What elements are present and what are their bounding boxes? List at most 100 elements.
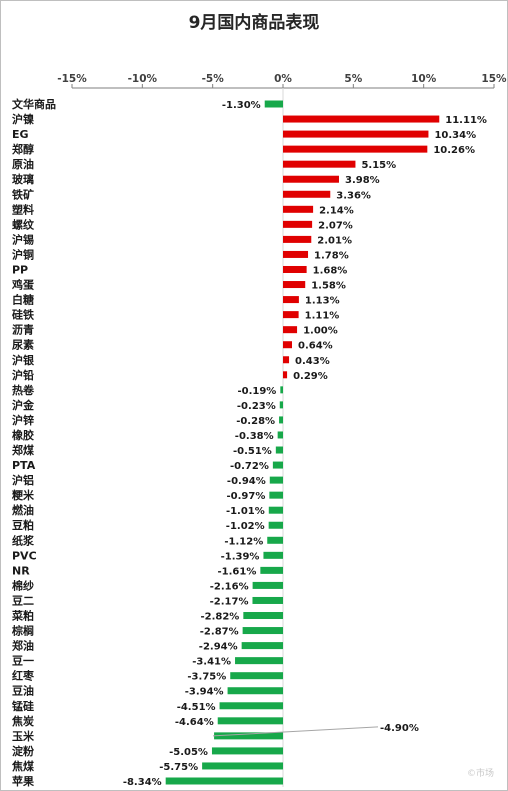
data-label: -0.38% [235,431,274,442]
bar [227,687,283,695]
bar [269,491,283,499]
bar [283,145,428,153]
data-label: -3.94% [185,687,224,698]
bar [283,265,307,273]
data-label: -1.12% [224,536,263,547]
bar [283,371,288,379]
bar [235,657,283,665]
data-label: -0.72% [230,461,269,472]
data-label: 0.29% [293,371,328,382]
category-label: PVC [12,549,37,562]
category-label: 沪铝 [12,473,34,487]
category-label: 郑煤 [12,443,35,457]
category-label: 沪铜 [12,247,34,261]
data-label: -8.34% [123,777,162,788]
data-label: 5.15% [361,160,396,171]
data-label: 0.64% [298,341,333,352]
bar [269,476,283,484]
data-label: -1.01% [226,506,265,517]
category-label: 原油 [12,157,34,171]
bar [283,175,339,183]
data-label: 0.43% [295,356,330,367]
data-label: 3.36% [336,190,371,201]
category-label: 沪金 [12,398,35,412]
category-label: 棉纱 [12,578,34,592]
data-label: -2.82% [200,612,239,623]
bar [268,506,283,514]
chart-title: 9月国内商品表现 [188,13,320,33]
bar [279,401,283,409]
category-label: PP [12,263,28,276]
category-label: 沪锡 [12,232,34,246]
category-label: 焦煤 [11,759,35,773]
bar [283,160,356,168]
bar [230,672,283,680]
category-label: 沪锌 [12,413,34,427]
data-label: -3.41% [192,657,231,668]
category-label: 锰硅 [12,699,34,713]
bar [267,536,283,544]
category-label: 白糖 [12,293,34,307]
x-axis-tick-label: 0% [274,73,292,85]
data-label: -1.30% [222,100,261,111]
category-label: 郑油 [12,639,34,653]
bar [283,205,314,213]
category-label: 鸡蛋 [11,278,35,292]
bar [252,596,283,604]
category-label: 豆一 [12,655,34,668]
bar [252,581,283,589]
data-label: -2.17% [210,596,249,607]
bar [260,566,283,574]
category-label: 菜粕 [11,609,34,623]
data-label: 1.78% [314,250,349,261]
category-label: 豆油 [12,684,34,698]
x-axis-tick-label: 15% [481,73,507,85]
data-label: -5.75% [159,762,198,773]
category-label: 文华商品 [12,97,56,111]
category-label: EG [12,128,29,141]
data-label: 10.34% [434,130,476,141]
data-label: -4.90% [380,723,419,734]
category-label: 玻璃 [12,172,34,186]
bar [277,431,283,439]
category-label: 焦炭 [11,714,34,728]
data-label: -0.28% [236,416,275,427]
bar [211,747,283,755]
data-label: 1.00% [303,326,338,337]
bar [268,521,283,529]
data-label: 2.01% [317,235,352,246]
data-label: -1.61% [218,566,257,577]
category-label: 尿素 [12,338,34,352]
data-label: -2.87% [200,627,239,638]
bar [283,326,298,334]
category-label: 沪铅 [12,368,34,382]
bar [283,281,306,289]
bar [283,115,440,123]
data-label: -4.51% [177,702,216,713]
bar [263,551,283,559]
category-label: 橡胶 [12,428,34,442]
bar [264,100,283,108]
bar [242,627,283,635]
category-label: 苹果 [12,774,34,788]
category-label: 豆粕 [12,518,34,532]
watermark: ©市场 [466,769,494,779]
category-label: 棕榈 [11,624,34,638]
bar [283,356,290,364]
bar [283,220,313,228]
data-label: 2.14% [319,205,354,216]
bar [283,130,429,138]
x-axis-tick-label: -15% [57,73,87,85]
data-label: -0.51% [233,446,272,457]
x-axis-tick-label: -10% [128,73,158,85]
data-label: -0.94% [227,476,266,487]
bar [219,702,283,710]
bar [283,311,299,319]
bar [202,762,283,770]
category-label: 郑醇 [12,142,34,156]
data-label: 1.68% [313,265,348,276]
data-label: -2.94% [199,642,238,653]
category-label: 沪银 [12,353,35,367]
data-label: 11.11% [445,115,487,126]
